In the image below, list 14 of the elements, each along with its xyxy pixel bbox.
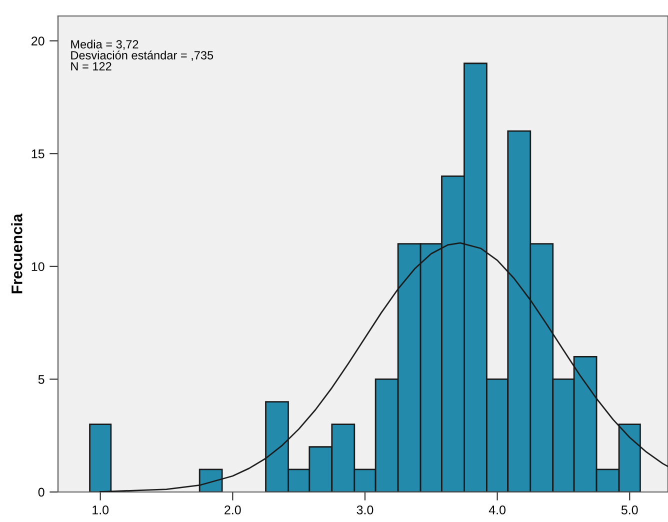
annotation: Desviación estándar = ,735 bbox=[71, 50, 214, 61]
y-tick-label: 10 bbox=[32, 262, 44, 272]
y-tick-label: 0 bbox=[38, 488, 44, 497]
x-tick-label: 3.0 bbox=[356, 506, 374, 514]
annotation: N = 122 bbox=[71, 62, 112, 70]
y-tick-label: 15 bbox=[32, 150, 44, 158]
x-tick-label: 2.0 bbox=[224, 506, 241, 514]
x-tick-label: 4.0 bbox=[488, 506, 506, 514]
x-tick-label: 1.0 bbox=[92, 506, 109, 514]
annotation: Media = 3,72 bbox=[71, 40, 138, 50]
y-axis-title: Frecuencia bbox=[11, 214, 22, 294]
x-tick-label: 5.0 bbox=[621, 506, 638, 514]
y-tick-label: 20 bbox=[32, 36, 44, 46]
y-tick-label: 5 bbox=[38, 375, 44, 384]
